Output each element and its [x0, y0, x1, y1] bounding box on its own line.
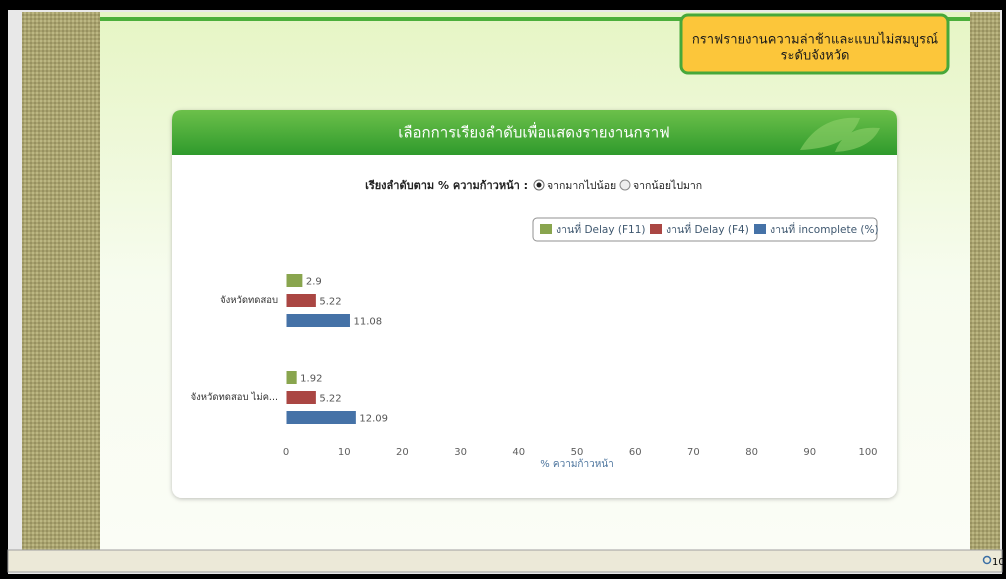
x-tick-label: 0 — [283, 447, 289, 458]
data-label: 5.22 — [319, 297, 341, 308]
bar — [286, 314, 350, 328]
data-label: 2.9 — [306, 277, 322, 288]
status-bar — [8, 550, 1002, 572]
data-label: 11.08 — [353, 317, 382, 328]
radio-label[interactable]: จากน้อยไปมาก — [633, 179, 702, 192]
x-tick-label: 30 — [454, 447, 467, 458]
right-border — [970, 12, 1000, 550]
x-tick-label: 20 — [396, 447, 409, 458]
x-tick-label: 90 — [803, 447, 816, 458]
legend-label: งานที่ Delay (F11) — [556, 222, 646, 236]
x-tick-label: 40 — [512, 447, 525, 458]
screen: กราฟรายงานความล่าช้าและแบบไม่สมบูรณ์ ระด… — [0, 0, 1006, 579]
banner-line: ระดับจังหวัด — [781, 49, 850, 64]
bar — [286, 274, 303, 288]
x-tick-label: 80 — [745, 447, 758, 458]
radio-button[interactable] — [620, 180, 630, 190]
radio-label[interactable]: จากมากไปน้อย — [547, 179, 616, 192]
x-tick-label: 100 — [858, 447, 877, 458]
y-tick-label: จังหวัดทดสอบ ไม่ค... — [191, 391, 278, 403]
panel — [172, 110, 897, 498]
legend-swatch — [754, 224, 766, 234]
legend-swatch — [650, 224, 662, 234]
panel-title: เลือกการเรียงลำดับเพื่อแสดงรายงานกราฟ — [398, 122, 670, 142]
x-tick-label: 70 — [687, 447, 700, 458]
radio-dot — [537, 183, 542, 188]
legend-label: งานที่ Delay (F4) — [666, 222, 749, 236]
zoom-level[interactable]: 10 — [992, 557, 1005, 568]
x-tick-label: 50 — [571, 447, 584, 458]
data-label: 12.09 — [359, 414, 388, 425]
bar — [286, 411, 356, 425]
y-tick-label: จังหวัดทดสอบ — [220, 295, 278, 306]
data-label: 1.92 — [300, 374, 322, 385]
x-axis-title: % ความก้าวหน้า — [540, 458, 614, 470]
x-tick-label: 60 — [629, 447, 642, 458]
bar — [286, 294, 316, 308]
left-border — [22, 12, 100, 550]
legend-label: งานที่ incomplete (%) — [770, 222, 879, 236]
bar — [286, 391, 316, 405]
banner-line: กราฟรายงานความล่าช้าและแบบไม่สมบูรณ์ — [692, 32, 938, 48]
x-tick-label: 10 — [338, 447, 351, 458]
legend-swatch — [540, 224, 552, 234]
data-label: 5.22 — [319, 394, 341, 405]
bar — [286, 371, 297, 385]
sort-label: เรียงลำดับตาม % ความก้าวหน้า : — [365, 179, 528, 192]
page: กราฟรายงานความล่าช้าและแบบไม่สมบูรณ์ ระด… — [0, 0, 1006, 579]
